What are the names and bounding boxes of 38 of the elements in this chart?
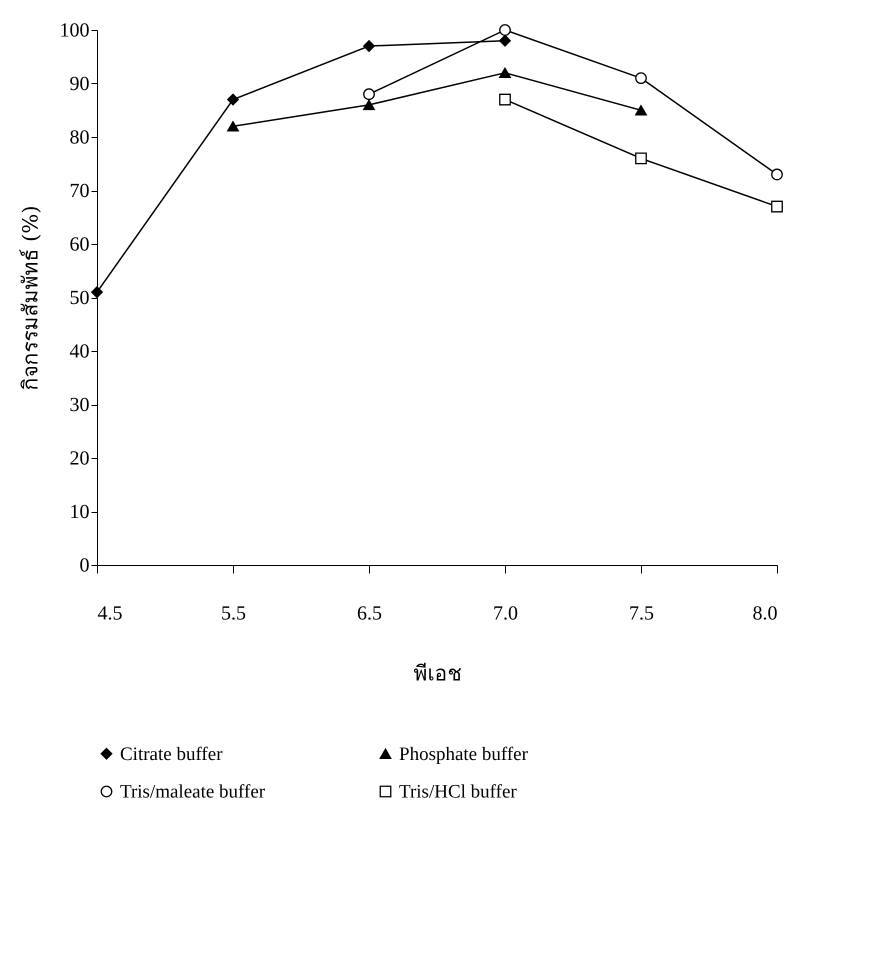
point bbox=[91, 286, 103, 298]
y-tick-label: 0 bbox=[80, 554, 90, 576]
x-tick-label: 8.0 bbox=[752, 602, 778, 624]
legend-label: Phosphate buffer bbox=[399, 744, 529, 765]
legend-label: Citrate buffer bbox=[120, 744, 224, 765]
y-tick-label: 10 bbox=[70, 501, 90, 523]
point bbox=[227, 94, 239, 106]
point bbox=[771, 200, 783, 212]
y-tick-label: 30 bbox=[70, 394, 90, 416]
point bbox=[499, 94, 511, 106]
y-tick-label: 90 bbox=[70, 73, 90, 95]
point bbox=[635, 152, 647, 164]
y-tick-label: 50 bbox=[70, 287, 90, 309]
point bbox=[499, 34, 511, 47]
point bbox=[499, 68, 511, 78]
y-axis-title: กิจกรรมสัมพัทธ์ (%) bbox=[18, 205, 42, 391]
x-tick-label: 6.5 bbox=[357, 602, 382, 624]
point bbox=[363, 40, 375, 52]
legend-label: Tris/maleate buffer bbox=[120, 782, 266, 802]
y-tick-label: 20 bbox=[70, 448, 90, 470]
y-tick-label: 40 bbox=[70, 340, 90, 362]
y-tick-label: 100 bbox=[60, 20, 90, 42]
y-tick-label: 60 bbox=[70, 234, 90, 256]
point bbox=[227, 121, 239, 132]
point bbox=[771, 168, 783, 180]
point bbox=[635, 105, 647, 116]
point bbox=[363, 100, 375, 110]
point bbox=[635, 72, 647, 84]
x-tick-label: 4.5 bbox=[98, 602, 122, 624]
point bbox=[363, 88, 375, 100]
x-axis-title: พีเอช bbox=[414, 662, 462, 686]
y-tick-label: 80 bbox=[70, 126, 90, 148]
x-tick-label: 5.5 bbox=[221, 602, 246, 624]
y-tick-label: 70 bbox=[70, 180, 90, 202]
legend-label: Tris/HCl buffer bbox=[399, 782, 518, 802]
x-tick-label: 7.5 bbox=[629, 602, 654, 624]
x-tick-label: 7.0 bbox=[493, 602, 518, 624]
point bbox=[499, 24, 511, 36]
